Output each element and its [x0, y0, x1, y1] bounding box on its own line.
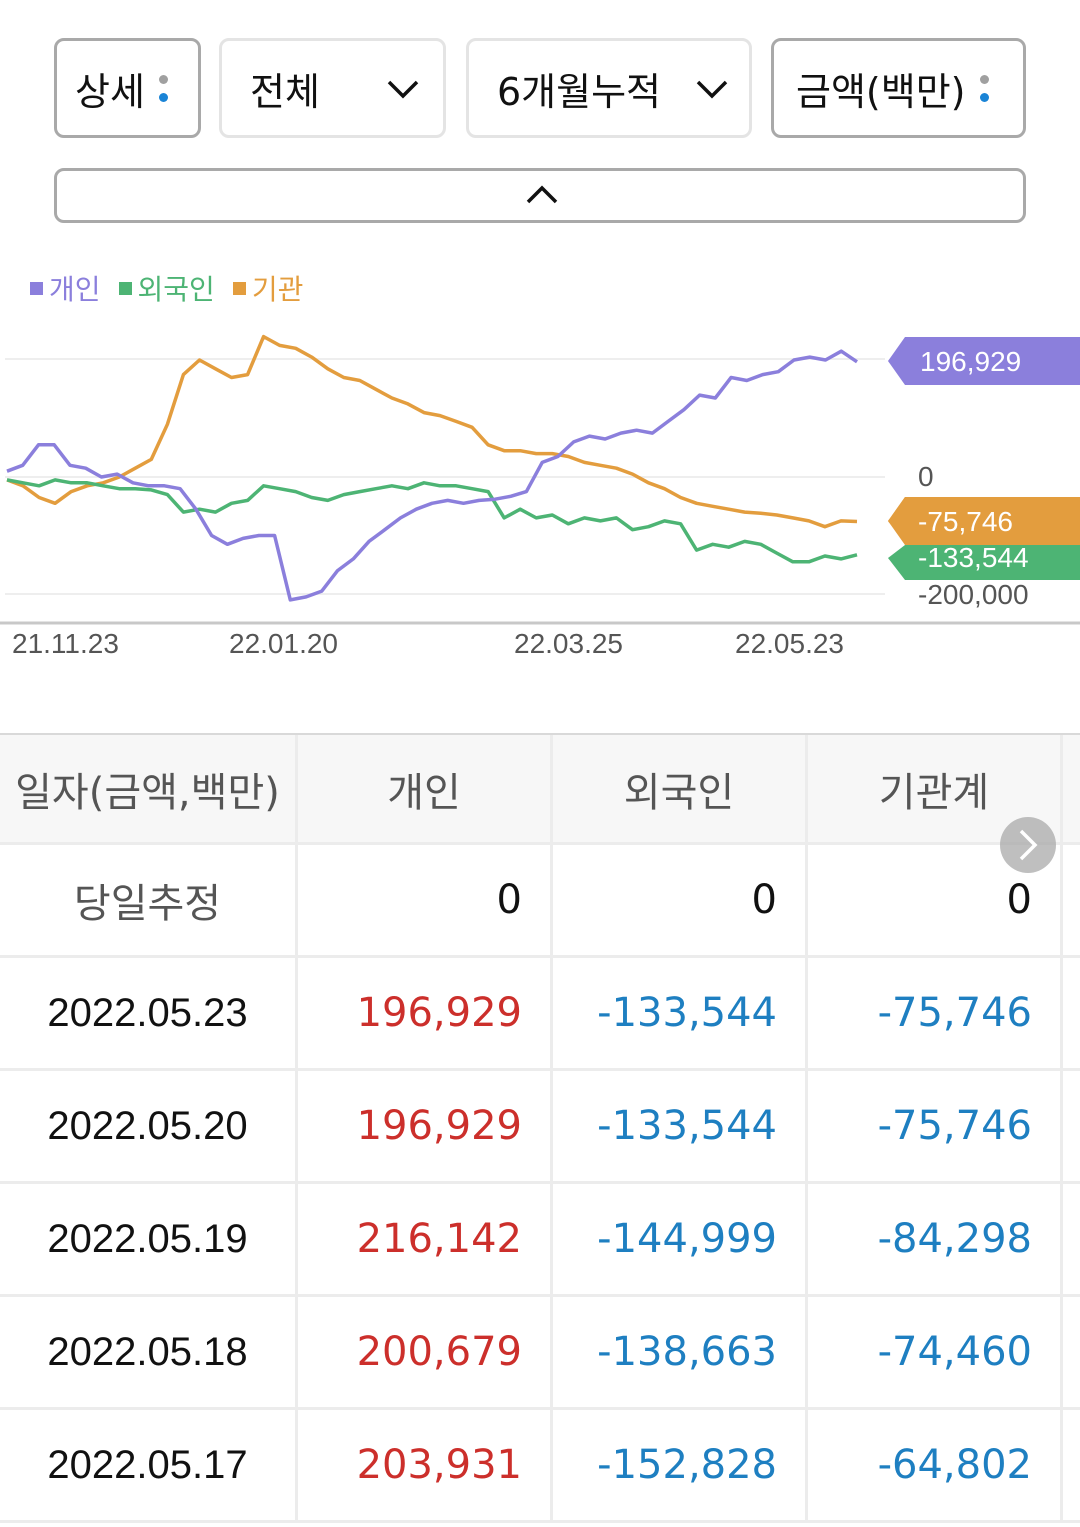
date-cell: 2022.05.23 — [0, 958, 298, 1068]
institution-cell: 0 — [808, 845, 1063, 955]
individual-cell: 200,679 — [298, 1297, 553, 1407]
end-value-label: -133,544 — [918, 542, 1029, 573]
table-row[interactable]: 당일추정 0 0 0 — [0, 845, 1080, 958]
individual-cell: 196,929 — [298, 958, 553, 1068]
legend-item-individual[interactable]: 개인 — [30, 268, 101, 308]
investor-filter-value: 전체 — [250, 69, 320, 114]
date-cell: 2022.05.18 — [0, 1297, 298, 1407]
detail-label: 상세 — [75, 69, 145, 114]
individual-cell: 196,929 — [298, 1071, 553, 1181]
period-filter-value: 6개월누적 — [497, 69, 662, 114]
legend-item-foreign[interactable]: 외국인 — [118, 268, 215, 308]
legend-swatch-icon — [30, 281, 43, 295]
foreign-cell: 0 — [553, 845, 808, 955]
legend-label: 기관 — [251, 273, 304, 306]
column-header-date[interactable]: 일자(금액,백만) — [0, 735, 298, 842]
chart-legend: 개인 외국인 기관 — [30, 268, 303, 308]
legend-swatch-icon — [118, 281, 132, 295]
foreign-cell: -152,828 — [553, 1410, 808, 1520]
individual-cell: 216,142 — [298, 1184, 553, 1294]
investor-trading-table[interactable]: 일자(금액,백만) 개인 외국인 기관계 당일추정 0 0 0 2022.05.… — [0, 733, 1080, 1523]
end-label-individual: 196,929 — [888, 337, 1080, 385]
institution-cell: -75,746 — [808, 1071, 1063, 1181]
table-row[interactable]: 2022.05.20 196,929 -133,544 -75,746 — [0, 1071, 1080, 1184]
scroll-right-button[interactable] — [1000, 817, 1056, 873]
chevron-right-icon — [1019, 829, 1038, 861]
foreign-cell: -138,663 — [553, 1297, 808, 1407]
column-header-institution[interactable]: 기관계 — [808, 735, 1063, 842]
chevron-up-icon — [526, 185, 558, 204]
chevron-down-icon — [696, 80, 728, 99]
detail-menu-button[interactable]: 상세 — [54, 38, 201, 138]
end-value-label: -75,746 — [918, 506, 1013, 537]
x-tick-label: 22.03.25 — [514, 628, 623, 659]
individual-cell: 203,931 — [298, 1410, 553, 1520]
column-header-foreign[interactable]: 외국인 — [553, 735, 808, 842]
x-tick-label: 21.11.23 — [12, 628, 119, 659]
table-row[interactable]: 2022.05.19 216,142 -144,999 -84,298 — [0, 1184, 1080, 1297]
legend-swatch-icon — [232, 281, 246, 295]
legend-label: 외국인 — [137, 273, 215, 306]
x-tick-label: 22.05.23 — [735, 628, 844, 659]
end-label-institution-text: -75,746 — [888, 497, 1080, 543]
table-header-row: 일자(금액,백만) 개인 외국인 기관계 — [0, 733, 1080, 845]
date-cell: 당일추정 — [0, 845, 298, 955]
foreign-cell: -133,544 — [553, 1071, 808, 1181]
individual-cell: 0 — [298, 845, 553, 955]
kebab-icon — [158, 74, 168, 102]
series-line-2 — [6, 334, 858, 529]
foreign-cell: -133,544 — [553, 958, 808, 1068]
legend-label: 개인 — [49, 273, 101, 306]
table-row[interactable]: 2022.05.18 200,679 -138,663 -74,460 — [0, 1297, 1080, 1410]
y-tick-label: 0 — [918, 461, 934, 492]
legend-item-institution[interactable]: 기관 — [232, 268, 304, 308]
date-cell: 2022.05.19 — [0, 1184, 298, 1294]
series-line-1 — [6, 478, 858, 564]
period-filter-dropdown[interactable]: 6개월누적 — [466, 38, 752, 138]
end-value-label: 196,929 — [920, 346, 1021, 377]
series-line-0 — [6, 349, 858, 602]
column-header-individual[interactable]: 개인 — [298, 735, 553, 842]
investor-filter-dropdown[interactable]: 전체 — [219, 38, 446, 138]
kebab-icon — [979, 74, 989, 102]
chevron-down-icon — [387, 80, 419, 99]
foreign-cell: -144,999 — [553, 1184, 808, 1294]
institution-cell: -75,746 — [808, 958, 1063, 1068]
institution-cell: -74,460 — [808, 1297, 1063, 1407]
date-cell: 2022.05.17 — [0, 1410, 298, 1520]
institution-cell: -84,298 — [808, 1184, 1063, 1294]
date-cell: 2022.05.20 — [0, 1071, 298, 1181]
table-row[interactable]: 2022.05.23 196,929 -133,544 -75,746 — [0, 958, 1080, 1071]
institution-cell: -64,802 — [808, 1410, 1063, 1520]
x-tick-label: 22.01.20 — [229, 628, 338, 659]
end-label-foreign: -133,544 — [888, 542, 1080, 580]
investor-trend-line-chart[interactable]: 0 -200,000 -133,544 -75,746 196,929 — [0, 320, 1080, 630]
unit-filter-button[interactable]: 금액(백만) — [771, 38, 1026, 138]
unit-filter-value: 금액(백만) — [796, 69, 966, 114]
collapse-chart-button[interactable] — [54, 168, 1026, 223]
y-tick-label: -200,000 — [918, 579, 1029, 610]
table-row[interactable]: 2022.05.17 203,931 -152,828 -64,802 — [0, 1410, 1080, 1523]
chart-series — [6, 334, 858, 602]
